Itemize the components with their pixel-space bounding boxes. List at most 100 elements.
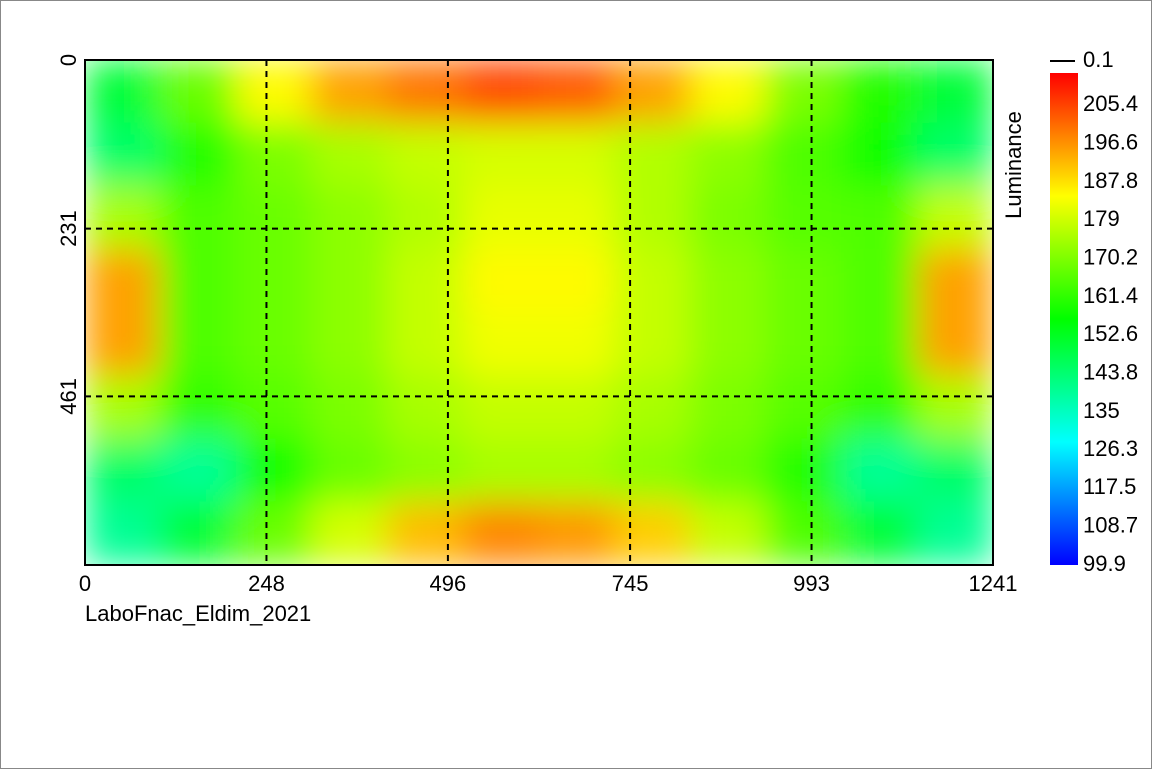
heat-cell [235,122,313,187]
heat-cell [916,312,993,377]
x-tick-label: 496 [430,571,467,596]
heat-cell [689,248,767,313]
colorbar-tick-label: 126.3 [1083,436,1138,461]
heatmap-clip [85,60,993,565]
heat-cell [765,438,843,503]
heat-cell [538,185,616,250]
heat-cell [160,60,237,124]
heat-cell [841,248,918,313]
heat-cell [765,501,843,565]
heat-cell [160,248,237,313]
caption: LaboFnac_Eldim_2021 [85,601,311,626]
heat-cell [916,375,993,440]
y-tick-label: 231 [56,210,81,247]
heat-cell [916,248,993,313]
plot-border [84,59,994,566]
heat-cell [85,248,162,313]
heat-cell [538,60,616,124]
heat-cell [462,375,540,440]
colorbar-tick-label: 143.8 [1083,360,1138,385]
heat-cell [916,122,993,187]
heat-cell [538,312,616,377]
heat-cell [538,122,616,187]
heat-cell [462,122,540,187]
x-tick-label: 993 [793,571,830,596]
x-tick-label: 745 [612,571,649,596]
heat-cell [387,185,464,250]
heat-cell [311,501,389,565]
heat-cell [765,185,843,250]
heat-cell [916,185,993,250]
heat-cell [765,122,843,187]
heat-cell [85,438,162,503]
x-tick-label: 248 [248,571,285,596]
heat-cell [160,438,237,503]
heat-cell [235,375,313,440]
heat-cell [160,501,237,565]
heat-cell [387,501,464,565]
heat-cell [387,438,464,503]
heat-cell [85,122,162,187]
heat-cell [462,60,540,124]
heat-cell [311,312,389,377]
heat-cell [311,438,389,503]
colorbar-tick-label: 161.4 [1083,283,1138,308]
colorbar-tick-label: 152.6 [1083,321,1138,346]
heat-cell [538,375,616,440]
heat-cell [387,312,464,377]
heat-cell [614,438,691,503]
heat-cell [235,60,313,124]
heat-cell [916,501,993,565]
heat-cell [841,375,918,440]
x-tick-label: 0 [79,571,91,596]
heat-cell [538,438,616,503]
heat-cell [614,185,691,250]
heat-cell [462,248,540,313]
heat-cell [689,438,767,503]
colorbar-fill [1050,73,1078,565]
colorbar: 0.1 [1050,47,1114,565]
heat-cell [235,185,313,250]
heat-cell [387,375,464,440]
heat-cell [841,122,918,187]
heat-cell [689,312,767,377]
heat-cell [689,501,767,565]
heat-cell [689,60,767,124]
heat-cell [614,60,691,124]
heat-cell [462,501,540,565]
heat-cell [387,122,464,187]
heat-cell [841,312,918,377]
heat-cell [311,185,389,250]
y-tick-label: 0 [56,54,81,66]
heat-cell [614,312,691,377]
grid [85,60,993,565]
colorbar-tick-label: 205.4 [1083,91,1138,116]
colorbar-tick-label: 179 [1083,206,1120,231]
heat-cell [462,438,540,503]
heat-cell [311,122,389,187]
heat-cell [387,60,464,124]
heat-cell [311,248,389,313]
colorbar-tick-label: 108.7 [1083,512,1138,537]
heat-cell [689,185,767,250]
heat-cell [235,248,313,313]
heat-cell [841,60,918,124]
heatmap [85,60,993,565]
heat-cell [841,185,918,250]
heat-cell [841,501,918,565]
heat-cell [614,501,691,565]
heat-cell [614,375,691,440]
heat-cell [538,248,616,313]
heat-cell [311,375,389,440]
heat-cell [689,375,767,440]
heat-cell [841,438,918,503]
heat-cell [765,60,843,124]
heat-cell [160,312,237,377]
colorbar-marker-label: 0.1 [1083,47,1114,72]
colorbar-tick-label: 170.2 [1083,244,1138,269]
colorbar-label: Luminance [1001,111,1026,219]
heat-cell [235,312,313,377]
heat-cell [160,185,237,250]
heat-cell [614,248,691,313]
heat-cell [85,185,162,250]
